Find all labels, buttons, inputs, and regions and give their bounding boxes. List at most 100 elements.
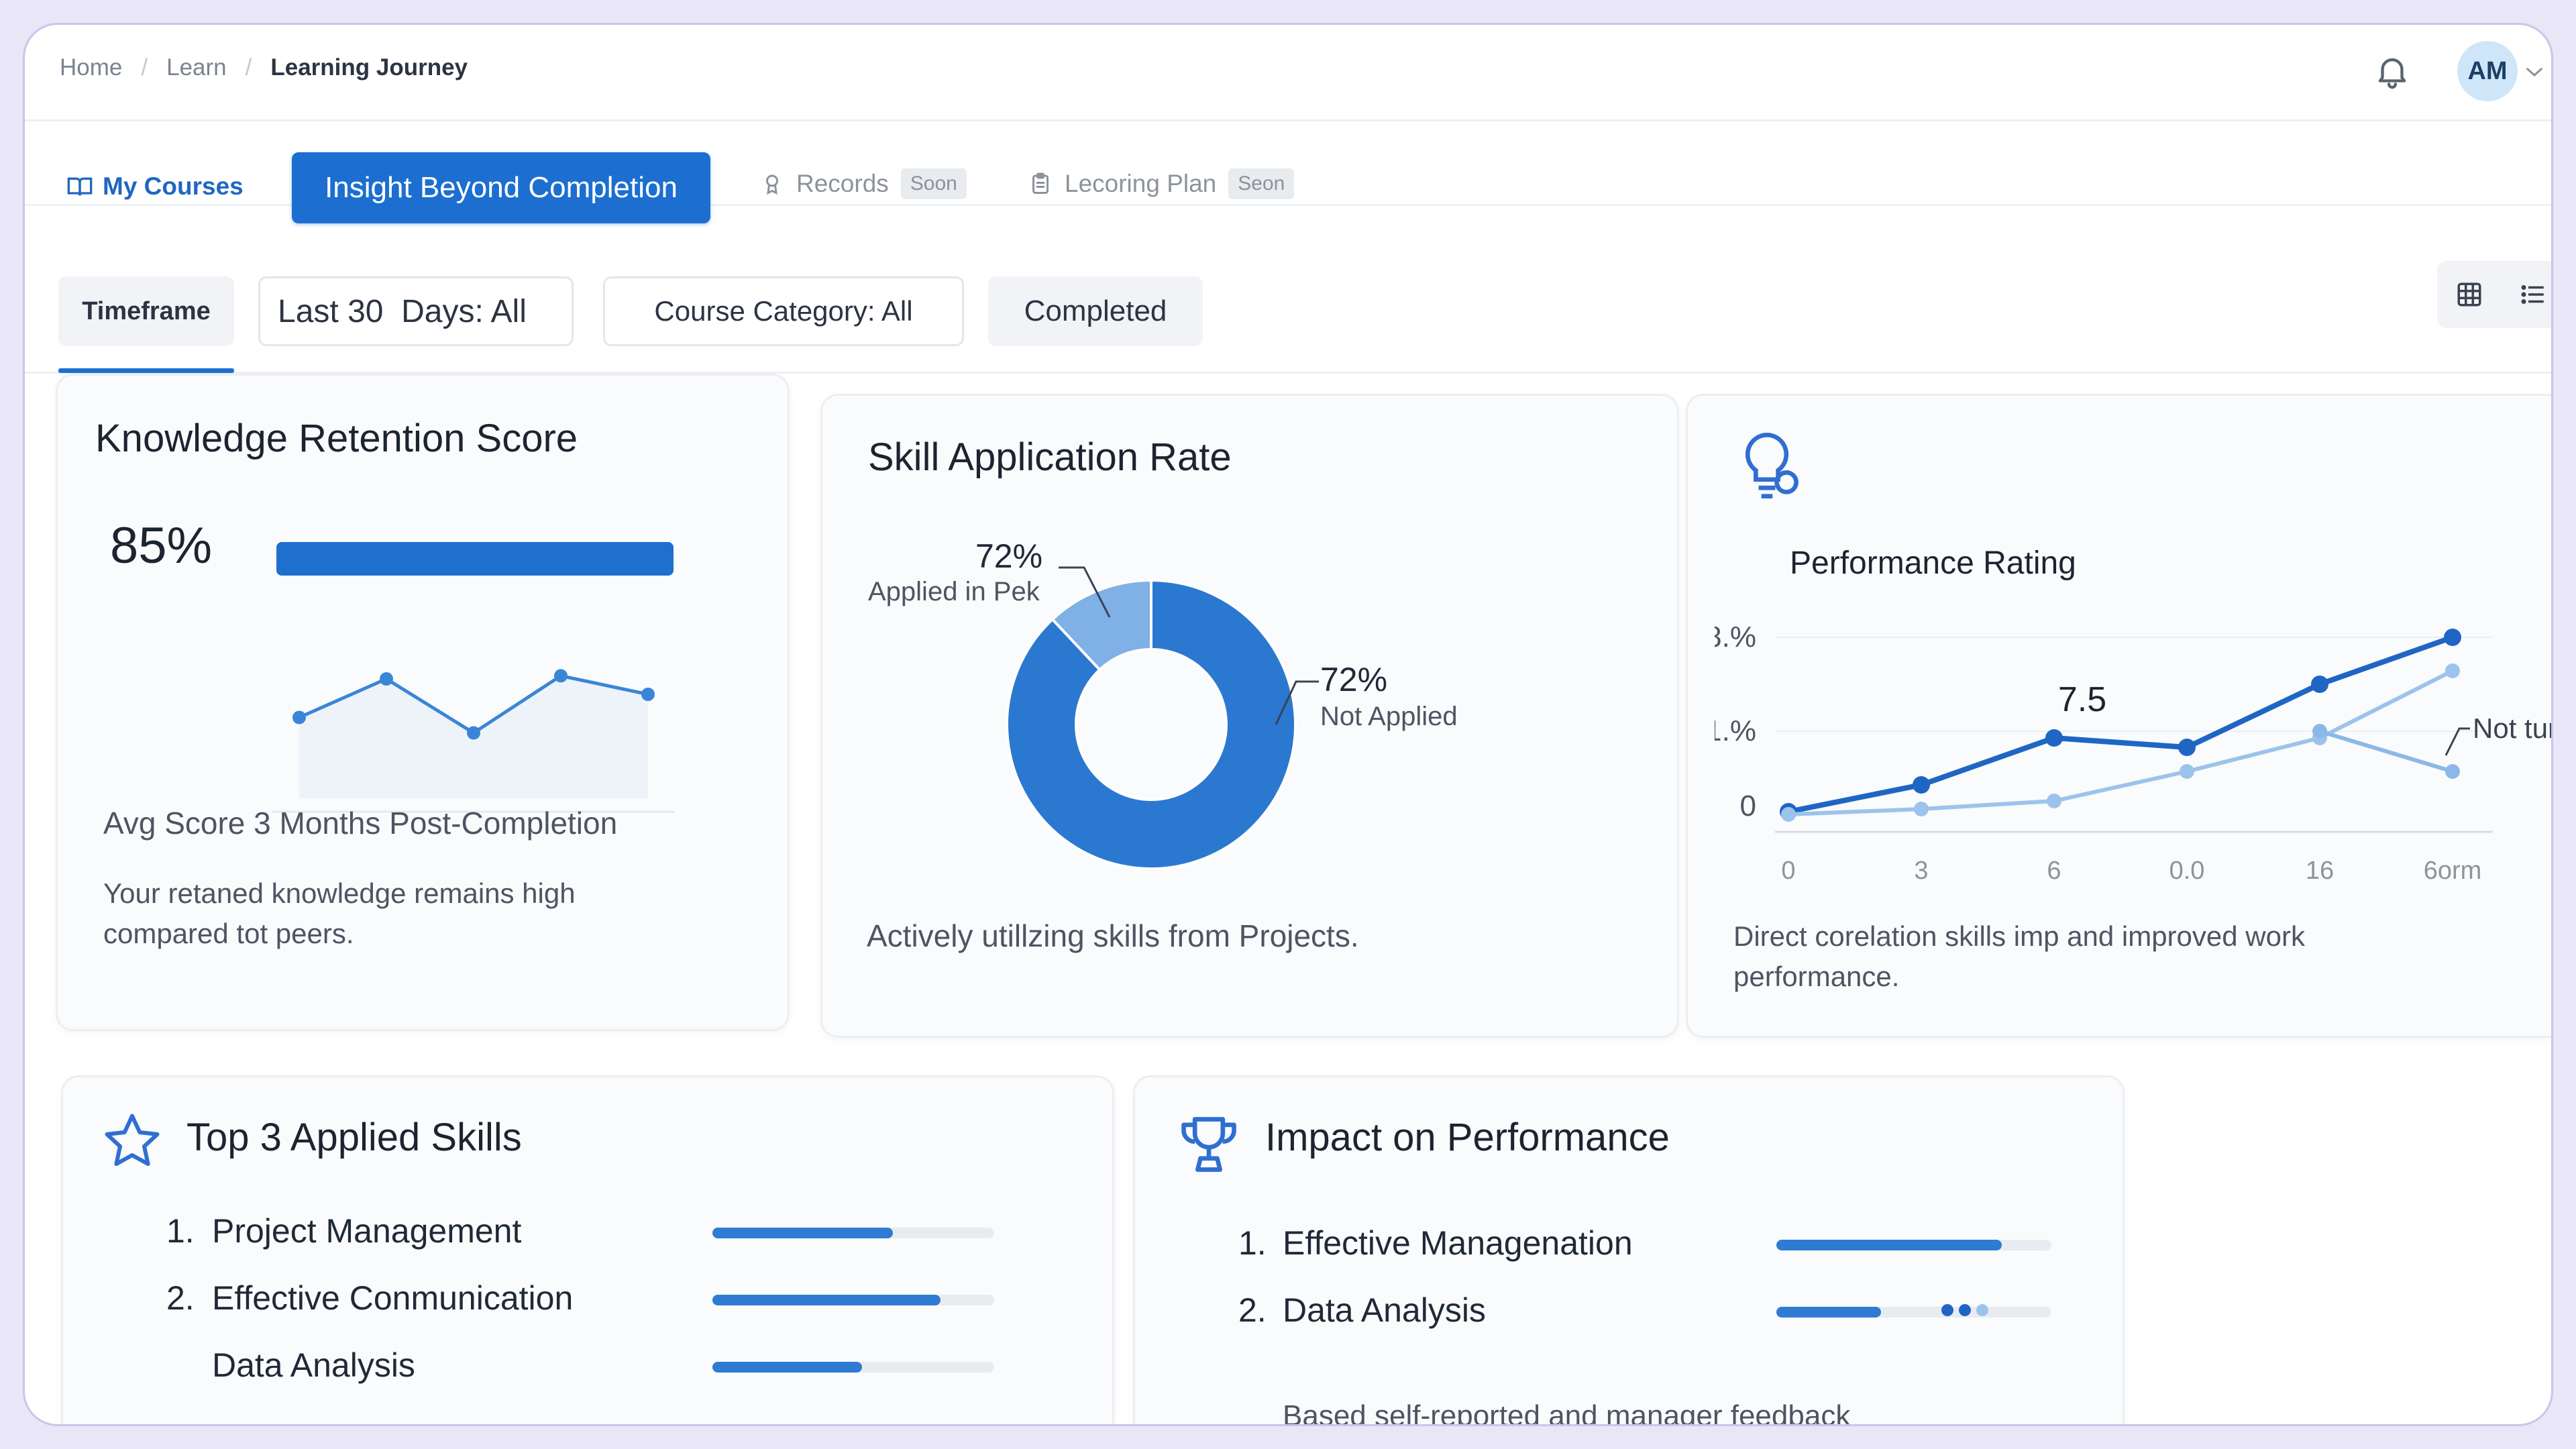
tab-insight-beyond-completion[interactable]: Insight Beyond Completion xyxy=(292,152,710,223)
soon-badge: Soon xyxy=(900,168,967,199)
dot xyxy=(1959,1304,1971,1316)
view-toggle xyxy=(2437,261,2551,328)
sparkline-point xyxy=(554,669,568,683)
breadcrumb-separator: / xyxy=(141,54,148,80)
card-title: Impact on Performance xyxy=(1265,1116,1670,1159)
y-tick-label: 0 xyxy=(1740,790,1756,822)
skill-label: Data Analysis xyxy=(212,1346,415,1384)
skill-number: 1. xyxy=(166,1212,195,1250)
breadcrumb-learn[interactable]: Learn xyxy=(166,54,227,80)
timeframe-label: Timeframe xyxy=(82,297,211,325)
skill-donut-chart xyxy=(1006,578,1297,870)
knowledge-retention-card: Knowledge Retention Score 85% Avg Score … xyxy=(56,374,790,1031)
applied-percentage: 72% xyxy=(975,537,1043,575)
peak-annotation: 7.5 xyxy=(2058,680,2106,719)
series-line-1 xyxy=(1788,635,2454,814)
clipboard-icon xyxy=(1032,172,1049,194)
timeframe-filter[interactable]: Timeframe xyxy=(58,276,234,346)
series-point-1 xyxy=(2311,676,2328,693)
notification-bell-icon[interactable] xyxy=(2373,52,2412,91)
trophy-icon xyxy=(1181,1117,1236,1172)
x-tick-label: 0 xyxy=(1781,857,1795,885)
retention-note-line1: Your retaned knowledge remains high xyxy=(103,877,576,909)
series-point-3 xyxy=(2312,724,2327,739)
date-range-filter[interactable]: Last 30 Days: All xyxy=(258,276,574,346)
retention-bar-track xyxy=(276,542,674,576)
x-tick-label: 3 xyxy=(1914,857,1928,885)
series-line-3 xyxy=(2319,729,2453,773)
tab-my-courses[interactable]: My Courses xyxy=(66,172,244,201)
tab-records[interactable]: Records Soon xyxy=(760,168,967,199)
series-point-2 xyxy=(1781,807,1796,822)
skill-progress-fill xyxy=(1776,1240,2002,1250)
breadcrumb-current: Learning Journey xyxy=(270,54,468,80)
performance-note-line1: Direct corelation skills imp and improve… xyxy=(1733,920,2305,952)
loading-dots-icon xyxy=(1941,1304,1988,1316)
skill-application-card: Skill Application Rate 72% Applied in Pe… xyxy=(820,394,1679,1038)
breadcrumb-separator: / xyxy=(245,54,252,80)
performance-note-line2: performance. xyxy=(1733,961,1900,992)
series-annotation: Not tuned xyxy=(2473,712,2553,744)
series-point-2 xyxy=(2445,663,2460,678)
donut-slice-applied xyxy=(1006,578,1297,870)
card-title: Knowledge Retention Score xyxy=(95,417,578,460)
applied-label: Applied in Pek xyxy=(868,577,1040,606)
date-range-label: Last 30 Days: All xyxy=(278,293,527,329)
retention-score: 85% xyxy=(110,517,213,574)
skill-label: Effective Managenation xyxy=(1283,1224,1633,1262)
soon-badge: Seon xyxy=(1228,168,1295,199)
skill-progress-fill xyxy=(712,1362,862,1373)
performance-rating-card: Performance Rating 0 1.% 8.% 0 3 6 0.0 16 6orm 7.… xyxy=(1686,394,2553,1038)
tab-records-label: Records xyxy=(796,170,889,197)
x-tick-label: 16 xyxy=(2306,857,2334,885)
series-point-1 xyxy=(1913,776,1930,794)
skill-progress-track xyxy=(1776,1307,2051,1318)
chart-title: Performance Rating xyxy=(1790,545,2076,581)
star-icon xyxy=(105,1114,160,1167)
skill-number: 2. xyxy=(1238,1291,1267,1329)
skill-number: 2. xyxy=(166,1279,195,1317)
tab-insight-label: Insight Beyond Completion xyxy=(325,171,678,204)
series-point-2 xyxy=(2180,764,2194,779)
y-tick-label: 8.% xyxy=(1715,621,1756,653)
sparkline-point xyxy=(641,688,655,701)
list-view-icon[interactable] xyxy=(2519,280,2547,309)
performance-line-chart: 0 1.% 8.% 0 3 6 0.0 16 6orm 7.5 Not tuned xyxy=(1715,621,2553,885)
active-filter-indicator xyxy=(58,368,234,373)
chevron-down-icon[interactable] xyxy=(2524,64,2544,80)
book-icon xyxy=(67,177,93,196)
sparkline-point xyxy=(467,726,480,740)
course-category-filter[interactable]: Course Category: All xyxy=(603,276,964,346)
skill-progress-fill xyxy=(712,1295,941,1305)
retention-note-line2: compared tot peers. xyxy=(103,918,354,949)
skill-progress-track xyxy=(712,1362,994,1373)
ribbon-icon xyxy=(766,174,778,195)
impact-footnote: Based self-reported and manager feedback xyxy=(1283,1399,1851,1426)
series-line-2 xyxy=(1788,669,2454,816)
breadcrumb-home[interactable]: Home xyxy=(60,54,123,80)
y-tick-label: 1.% xyxy=(1715,714,1756,747)
status-filter[interactable]: Completed xyxy=(988,276,1203,346)
impact-on-performance-card: Impact on Performance 1. Effective Manage… xyxy=(1133,1075,2125,1426)
skill-progress-track xyxy=(712,1228,994,1238)
retention-subtitle: Avg Score 3 Months Post-Completion xyxy=(103,806,618,841)
skill-progress-fill xyxy=(1776,1307,1881,1318)
not-applied-percentage: 72% xyxy=(1320,661,1388,698)
grid-view-icon[interactable] xyxy=(2455,280,2483,309)
dot xyxy=(1941,1304,1953,1316)
sparkline-point xyxy=(380,672,393,686)
tab-learning-plan[interactable]: Lecoring Plan Seon xyxy=(1028,168,1295,199)
applied-leader-line xyxy=(1059,566,1111,618)
not-applied-label: Not Applied xyxy=(1320,702,1458,731)
retention-trend-sparkline xyxy=(272,669,675,813)
avatar[interactable]: AM xyxy=(2457,41,2518,101)
donut-slice-other xyxy=(1050,578,1152,672)
series-annotation-leader xyxy=(2445,727,2470,756)
top-applied-skills-card: Top 3 Applied Skills 1. Project Managemen… xyxy=(61,1075,1114,1424)
filter-bar: Timeframe Last 30 Days: All Course Categ… xyxy=(25,206,2551,374)
skill-label: Effective Conmunication xyxy=(212,1279,574,1317)
tab-my-courses-label: My Courses xyxy=(103,172,244,200)
app-window: Home / Learn / Learning Journey AM My Co… xyxy=(23,23,2553,1426)
series-point-3 xyxy=(2445,764,2460,779)
series-point-2 xyxy=(1914,802,1929,816)
